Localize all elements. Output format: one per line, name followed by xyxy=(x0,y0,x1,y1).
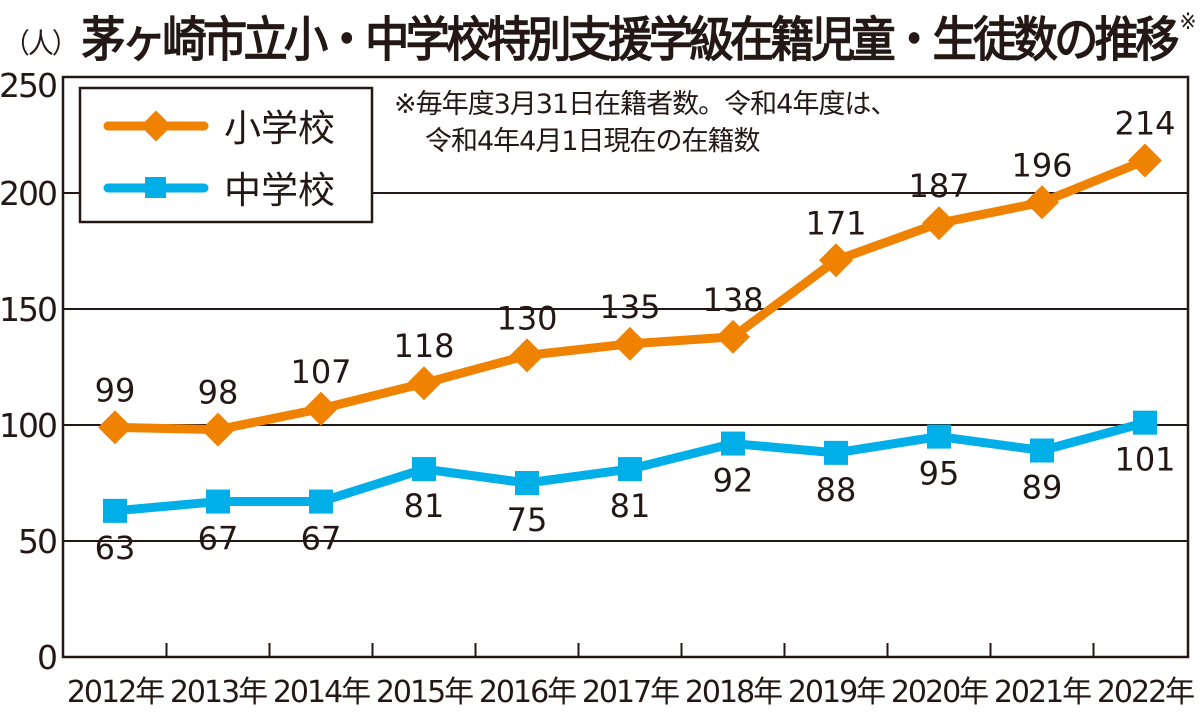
data-point-square xyxy=(721,431,745,456)
data-point-square xyxy=(824,440,848,465)
data-point-diamond xyxy=(510,338,544,373)
data-label: 92 xyxy=(713,462,754,500)
data-point-diamond xyxy=(304,391,338,426)
y-tick-label: 250 xyxy=(0,66,56,105)
y-tick-label: 100 xyxy=(0,406,56,445)
x-tick-label: 2017年 xyxy=(582,675,679,710)
legend: 小学校 中学校 xyxy=(78,86,374,224)
y-tick-label: 150 xyxy=(0,290,56,329)
data-label: 101 xyxy=(1114,441,1175,479)
x-tick-label: 2015年 xyxy=(376,675,473,710)
data-point-square xyxy=(206,489,230,514)
data-point-diamond xyxy=(407,366,441,401)
legend-label-junior-high: 中学校 xyxy=(224,169,335,212)
series-group: 99 98 107 118 130 135 138 171 187 196 214 63 67 67 81 7… xyxy=(95,105,1176,567)
y-tick-label: 200 xyxy=(0,174,56,213)
x-tick-label: 2020年 xyxy=(891,675,988,710)
data-label: 214 xyxy=(1114,105,1175,143)
data-label: 138 xyxy=(702,281,763,319)
data-point-square xyxy=(309,489,333,514)
data-point-diamond xyxy=(1128,143,1162,178)
x-tick-label: 2019年 xyxy=(788,675,885,710)
data-label: 63 xyxy=(95,529,136,567)
legend-box xyxy=(78,86,374,224)
data-label: 171 xyxy=(805,204,866,242)
data-label: 95 xyxy=(919,455,960,493)
data-point-diamond xyxy=(98,410,132,445)
x-tick-label: 2022年 xyxy=(1097,675,1194,710)
data-label: 130 xyxy=(496,299,557,337)
data-label: 67 xyxy=(198,520,239,558)
data-label: 187 xyxy=(908,167,969,205)
data-label: 99 xyxy=(95,371,136,409)
data-point-square xyxy=(103,498,127,523)
data-point-diamond xyxy=(613,326,647,361)
data-point-diamond xyxy=(819,243,853,278)
data-label: 135 xyxy=(599,288,660,326)
chart-title: （人） 茅ヶ崎市立小・中学校特別支援学級在籍児童・生徒数の推移 ※ xyxy=(4,4,1196,70)
title-footnote-mark: ※ xyxy=(1179,10,1197,35)
y-tick-label: 50 xyxy=(18,522,56,561)
legend-label-elementary: 小学校 xyxy=(224,107,335,150)
data-label: 67 xyxy=(301,520,342,558)
data-point-square xyxy=(1133,410,1157,435)
data-label: 98 xyxy=(198,374,239,412)
data-point-square xyxy=(1030,438,1054,463)
x-axis-ticks: 2012年 2013年 2014年 2015年 2016年 2017年 2018年 2019年… xyxy=(67,643,1196,710)
data-label: 81 xyxy=(610,487,651,525)
plot-frame xyxy=(61,75,1190,659)
data-label: 107 xyxy=(290,353,351,391)
data-label: 75 xyxy=(507,501,548,539)
data-label: 89 xyxy=(1022,469,1063,507)
y-axis-ticks: 0 50 100 150 200 250 xyxy=(0,66,58,677)
data-point-square xyxy=(618,457,642,482)
legend-marker-junior-high-square-icon xyxy=(145,177,166,198)
x-tick-label: 2013年 xyxy=(170,675,267,710)
data-point-diamond xyxy=(1025,185,1059,220)
data-label: 196 xyxy=(1011,146,1072,184)
data-label: 81 xyxy=(404,487,445,525)
x-tick-label: 2021年 xyxy=(994,675,1091,710)
footnote-line-2: 令和4年4月1日現在の在籍数 xyxy=(425,126,761,157)
x-tick-label: 2018年 xyxy=(685,675,782,710)
data-point-diamond xyxy=(716,319,750,354)
data-point-diamond xyxy=(201,412,235,447)
x-tick-label: 2012年 xyxy=(67,675,164,710)
data-point-square xyxy=(515,471,539,495)
chart-title-text: 茅ヶ崎市立小・中学校特別支援学級在籍児童・生徒数の推移 xyxy=(81,12,1179,68)
x-tick-label: 2014年 xyxy=(273,675,370,710)
data-label: 88 xyxy=(816,471,857,509)
data-label: 118 xyxy=(393,327,454,365)
data-point-square xyxy=(412,457,436,482)
data-point-diamond xyxy=(922,206,956,241)
y-unit-label: （人） xyxy=(4,27,78,60)
legend-marker-elementary-diamond-icon xyxy=(140,110,172,142)
footnote-line-1: ※毎年度3月31日在籍者数。令和4年度は、 xyxy=(394,89,896,120)
x-tick-label: 2016年 xyxy=(479,675,576,710)
y-tick-label: 0 xyxy=(37,638,56,677)
footnote: ※毎年度3月31日在籍者数。令和4年度は、 令和4年4月1日現在の在籍数 xyxy=(394,89,897,157)
data-point-square xyxy=(927,424,951,449)
